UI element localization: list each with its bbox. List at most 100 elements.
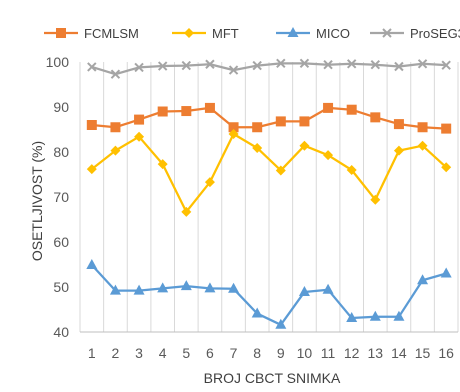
data-point-proseg3d xyxy=(370,59,381,70)
x-tick-label: 6 xyxy=(206,345,214,361)
x-tick-label: 1 xyxy=(88,345,96,361)
data-point-fcmlsm xyxy=(86,120,97,130)
y-tick-label: 100 xyxy=(46,54,70,70)
y-tick-label: 70 xyxy=(53,189,69,205)
data-point-proseg3d xyxy=(87,62,97,72)
data-point-proseg3d xyxy=(205,59,215,69)
data-point-mico xyxy=(157,282,169,293)
data-point-proseg3d xyxy=(417,59,428,69)
data-point-mico xyxy=(133,284,145,295)
x-tick-label: 3 xyxy=(135,345,143,361)
data-point-proseg3d xyxy=(276,58,286,69)
data-point-proseg3d xyxy=(181,60,192,71)
data-point-mft xyxy=(204,177,215,188)
data-point-fcmlsm xyxy=(134,114,145,125)
data-point-mico xyxy=(440,267,452,278)
data-point-mft xyxy=(252,142,263,153)
y-tick-label: 80 xyxy=(53,144,69,160)
data-point-proseg3d xyxy=(394,61,404,72)
x-tick-label: 7 xyxy=(230,345,238,361)
legend-label: ProSEG3D xyxy=(410,26,460,41)
data-point-mft xyxy=(417,140,428,151)
legend-item-fcmlsm: FCMLSM xyxy=(44,26,139,41)
data-point-mft xyxy=(181,206,192,217)
series-mico xyxy=(86,258,452,329)
data-point-mft xyxy=(299,140,310,151)
x-tick-label: 2 xyxy=(112,345,120,361)
legend-swatch-marker xyxy=(184,28,194,38)
series-line-mft xyxy=(91,132,447,213)
data-point-fcmlsm xyxy=(393,119,404,130)
data-point-fcmlsm xyxy=(417,122,428,133)
data-point-fcmlsm xyxy=(228,122,239,133)
data-point-proseg3d xyxy=(346,59,357,69)
legend-item-mico: MICO xyxy=(276,26,350,41)
data-point-proseg3d xyxy=(323,59,333,70)
data-point-mft xyxy=(110,145,121,156)
series-line-fcmlsm xyxy=(91,106,447,130)
data-point-proseg3d xyxy=(110,69,121,79)
data-point-fcmlsm xyxy=(441,123,452,134)
y-tick-label: 90 xyxy=(53,99,69,115)
data-point-mico xyxy=(204,282,216,293)
data-point-mft xyxy=(86,164,97,175)
legend-swatch-marker xyxy=(287,27,299,37)
legend-item-mft: MFT xyxy=(172,26,239,41)
x-tick-label: 14 xyxy=(391,345,407,361)
data-point-fcmlsm xyxy=(204,102,215,113)
data-point-mico xyxy=(228,282,240,293)
x-tick-label: 12 xyxy=(344,345,360,361)
data-point-mico xyxy=(109,284,121,295)
series-mft xyxy=(86,129,452,217)
legend-item-proseg3d: ProSEG3D xyxy=(370,26,460,41)
x-tick-label: 9 xyxy=(277,345,285,361)
x-tick-label: 11 xyxy=(321,345,336,361)
data-point-proseg3d xyxy=(299,58,310,69)
x-tick-label: 13 xyxy=(368,345,384,361)
data-point-fcmlsm xyxy=(110,122,121,133)
x-axis-title: BROJ CBCT SNIMKA xyxy=(204,370,341,386)
legend-swatch-marker xyxy=(56,28,66,38)
x-tick-label: 15 xyxy=(415,345,431,361)
data-point-fcmlsm xyxy=(346,104,357,115)
legend-label: MFT xyxy=(212,26,239,41)
data-point-fcmlsm xyxy=(323,102,334,113)
data-point-mico xyxy=(251,307,263,318)
series-group xyxy=(86,58,452,329)
legend: FCMLSM MFT MICO ProSEG3D xyxy=(44,26,460,41)
data-point-mft xyxy=(134,131,145,142)
data-point-fcmlsm xyxy=(157,106,168,117)
series-line-mico xyxy=(90,264,447,326)
data-point-mft xyxy=(441,162,452,173)
data-point-fcmlsm xyxy=(181,106,192,117)
data-point-proseg3d xyxy=(157,61,168,71)
data-point-mft xyxy=(275,165,286,176)
data-point-mft xyxy=(393,145,404,156)
data-point-fcmlsm xyxy=(275,116,286,127)
data-point-proseg3d xyxy=(228,65,239,75)
series-line-proseg3d xyxy=(91,62,447,76)
data-point-fcmlsm xyxy=(370,112,381,123)
data-point-mico xyxy=(275,318,287,329)
data-point-mft xyxy=(370,194,381,205)
legend-label: MICO xyxy=(316,26,350,41)
data-point-proseg3d xyxy=(134,62,144,73)
data-point-fcmlsm xyxy=(252,122,263,133)
x-tick-label: 5 xyxy=(182,345,190,361)
data-point-mico xyxy=(298,285,310,296)
y-axis-title: OSETLJIVOST (%) xyxy=(29,141,45,261)
data-point-proseg3d xyxy=(441,60,451,70)
legend-swatch-marker xyxy=(382,28,392,38)
data-point-mft xyxy=(323,150,334,161)
data-point-proseg3d xyxy=(252,60,262,71)
data-point-mft xyxy=(346,165,357,175)
y-tick-label: 50 xyxy=(53,279,69,295)
y-tick-label: 60 xyxy=(53,234,69,250)
data-point-mico xyxy=(393,310,405,321)
data-point-mft xyxy=(228,129,239,139)
data-point-mft xyxy=(157,159,168,170)
data-point-mico xyxy=(346,312,358,323)
data-point-mico xyxy=(417,274,429,285)
